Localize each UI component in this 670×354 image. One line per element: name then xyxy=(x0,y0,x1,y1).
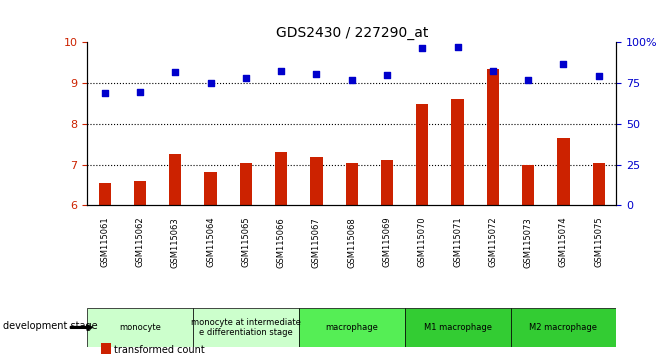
Point xyxy=(523,78,533,83)
Bar xyxy=(416,104,429,205)
Bar xyxy=(204,172,217,205)
Point xyxy=(417,45,427,51)
Title: GDS2430 / 227290_at: GDS2430 / 227290_at xyxy=(275,26,428,40)
Text: GSM115075: GSM115075 xyxy=(594,217,603,267)
Point xyxy=(241,75,251,81)
Text: GSM115072: GSM115072 xyxy=(488,217,497,267)
Point xyxy=(276,68,287,74)
Text: GSM115068: GSM115068 xyxy=(347,217,356,268)
Bar xyxy=(592,162,605,205)
Bar xyxy=(299,308,405,347)
Text: transformed count: transformed count xyxy=(114,346,204,354)
Text: GSM115073: GSM115073 xyxy=(524,217,533,268)
Text: M2 macrophage: M2 macrophage xyxy=(529,323,598,332)
Bar xyxy=(169,154,182,205)
Text: GSM115062: GSM115062 xyxy=(135,217,145,267)
Bar xyxy=(405,308,511,347)
Point xyxy=(594,73,604,79)
Bar xyxy=(346,164,358,205)
Point xyxy=(311,72,322,77)
Bar xyxy=(381,160,393,205)
Text: M1 macrophage: M1 macrophage xyxy=(423,323,492,332)
Text: GSM115071: GSM115071 xyxy=(453,217,462,267)
Text: development stage: development stage xyxy=(3,321,98,331)
Point xyxy=(558,61,569,67)
Bar xyxy=(557,138,570,205)
Bar xyxy=(275,152,287,205)
Point xyxy=(488,68,498,74)
Point xyxy=(135,89,145,95)
Bar xyxy=(98,183,111,205)
Text: GSM115065: GSM115065 xyxy=(241,217,251,267)
Text: macrophage: macrophage xyxy=(326,323,378,332)
Bar xyxy=(193,308,299,347)
Text: GSM115066: GSM115066 xyxy=(277,217,285,268)
Text: monocyte: monocyte xyxy=(119,323,161,332)
Bar xyxy=(87,308,193,347)
Bar xyxy=(240,162,252,205)
Text: GSM115063: GSM115063 xyxy=(171,217,180,268)
Bar xyxy=(134,181,146,205)
Text: GSM115070: GSM115070 xyxy=(418,217,427,267)
Point xyxy=(346,77,357,83)
Bar xyxy=(486,69,499,205)
Bar xyxy=(310,157,323,205)
Point xyxy=(205,80,216,86)
Text: GSM115064: GSM115064 xyxy=(206,217,215,267)
Text: GSM115067: GSM115067 xyxy=(312,217,321,268)
Text: monocyte at intermediate
e differentiation stage: monocyte at intermediate e differentiati… xyxy=(191,318,301,337)
Point xyxy=(99,91,110,96)
Point xyxy=(170,69,181,75)
Bar xyxy=(452,99,464,205)
Text: GSM115061: GSM115061 xyxy=(100,217,109,267)
Text: GSM115074: GSM115074 xyxy=(559,217,568,267)
Text: GSM115069: GSM115069 xyxy=(383,217,391,267)
Point xyxy=(452,45,463,50)
Bar xyxy=(522,165,535,205)
Point xyxy=(382,72,393,78)
Bar xyxy=(511,308,616,347)
